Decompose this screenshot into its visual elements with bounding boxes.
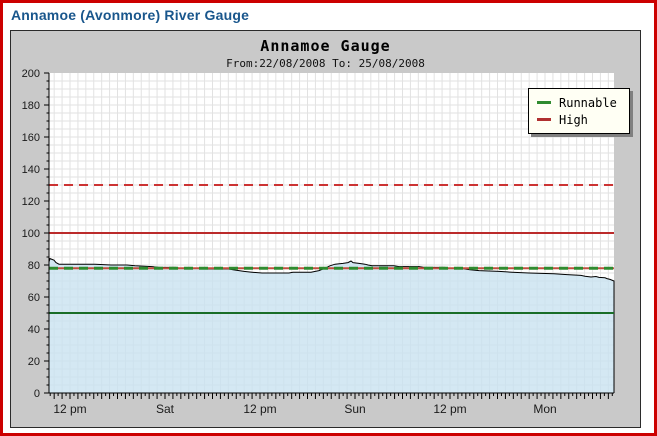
- svg-text:180: 180: [22, 100, 40, 112]
- svg-text:12 pm: 12 pm: [243, 402, 276, 416]
- chart-title: Annamoe Gauge: [260, 37, 391, 55]
- svg-text:0: 0: [34, 388, 40, 400]
- page-title: Annamoe (Avonmore) River Gauge: [11, 7, 250, 23]
- runnable-line-swatch: [537, 101, 551, 104]
- svg-text:200: 200: [22, 68, 40, 80]
- legend-item-runnable: Runnable: [537, 94, 617, 111]
- svg-text:100: 100: [22, 228, 40, 240]
- high-line-swatch: [537, 118, 551, 121]
- svg-text:12 pm: 12 pm: [53, 402, 86, 416]
- svg-text:Sun: Sun: [344, 402, 365, 416]
- legend: Runnable High: [528, 88, 630, 134]
- water-level-line: [48, 257, 615, 393]
- svg-text:60: 60: [28, 292, 40, 304]
- svg-text:40: 40: [28, 324, 40, 336]
- svg-text:12 pm: 12 pm: [433, 402, 466, 416]
- svg-text:80: 80: [28, 260, 40, 272]
- x-axis-ticks: [49, 393, 613, 399]
- svg-text:160: 160: [22, 132, 40, 144]
- svg-text:Mon: Mon: [533, 402, 556, 416]
- legend-label-runnable: Runnable: [559, 95, 617, 110]
- chart-panel: Annamoe Gauge From:22/08/2008 To: 25/08/…: [10, 30, 641, 428]
- legend-item-high: High: [537, 111, 617, 128]
- svg-text:20: 20: [28, 356, 40, 368]
- water-level-area: [49, 258, 614, 393]
- svg-text:Sat: Sat: [156, 402, 175, 416]
- legend-label-high: High: [559, 112, 588, 127]
- svg-text:120: 120: [22, 196, 40, 208]
- y-axis-ticks: [44, 72, 49, 394]
- x-axis-labels: 12 pm Sat 12 pm Sun 12 pm Mon: [53, 402, 556, 416]
- chart-subtitle: From:22/08/2008 To: 25/08/2008: [226, 57, 425, 70]
- y-axis-labels: 0 20 40 60 80 100 120 140 160 180 200: [22, 68, 40, 400]
- svg-text:140: 140: [22, 164, 40, 176]
